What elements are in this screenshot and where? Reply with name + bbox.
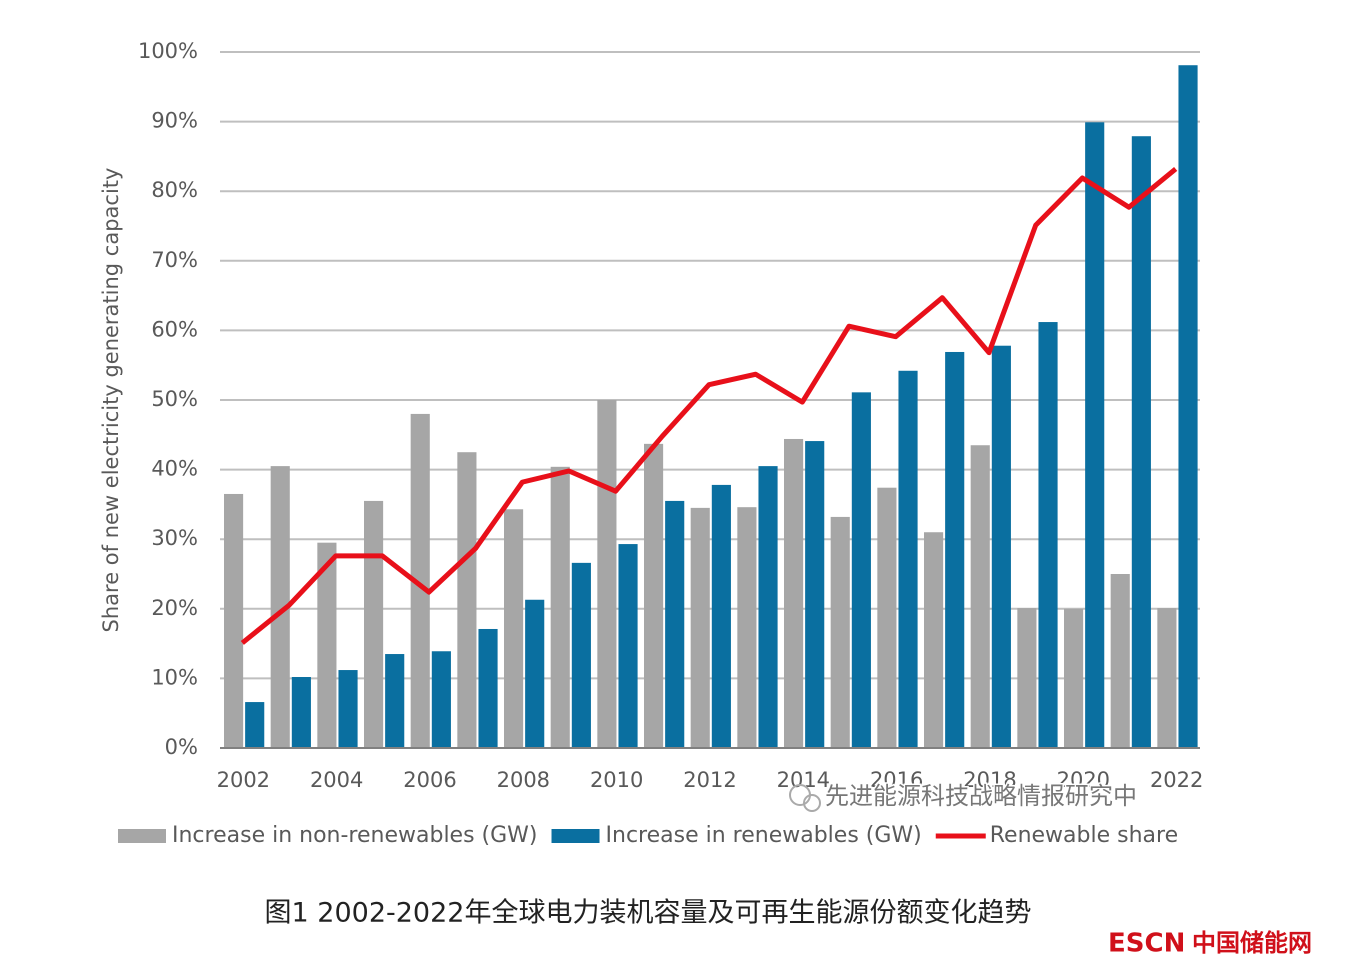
- bar: [364, 500, 384, 748]
- x-tick-label: 2016: [870, 768, 923, 792]
- bar: [1110, 574, 1130, 748]
- x-tick-label: 2018: [963, 768, 1016, 792]
- bar: [457, 452, 477, 748]
- bar: [945, 351, 965, 748]
- bar: [410, 413, 430, 748]
- x-tick-label: 2022: [1150, 768, 1203, 792]
- bar: [758, 466, 778, 748]
- bar: [245, 702, 265, 748]
- legend-label: Increase in non-renewables (GW): [172, 823, 538, 848]
- bar: [291, 677, 311, 748]
- bar: [1017, 608, 1037, 748]
- bar: [525, 599, 545, 748]
- y-tick-label: 20%: [151, 596, 198, 620]
- legend-swatch: [551, 829, 600, 843]
- bar: [338, 670, 358, 748]
- line: [240, 166, 1178, 645]
- bar: [1157, 608, 1177, 748]
- watermark-icon: [803, 794, 821, 812]
- x-tick-label: 2002: [217, 768, 270, 792]
- legend-label: Increase in renewables (GW): [606, 823, 922, 848]
- bar: [571, 562, 591, 748]
- y-tick-label: 70%: [151, 248, 198, 272]
- bar: [644, 443, 664, 748]
- y-tick-label: 50%: [151, 387, 198, 411]
- bar: [898, 370, 918, 748]
- caption: 图1 2002-2022年全球电力装机容量及可再生能源份额变化趋势: [265, 898, 1032, 929]
- bar: [690, 507, 710, 748]
- y-tick-label: 100%: [138, 39, 198, 63]
- bar: [504, 509, 524, 748]
- logo-brand: ESCN: [1108, 929, 1185, 959]
- bar: [431, 651, 451, 748]
- bar: [737, 507, 757, 748]
- x-tick-label: 2014: [777, 768, 830, 792]
- bar: [597, 400, 617, 748]
- y-tick-label: 80%: [151, 178, 198, 202]
- bar: [618, 544, 638, 748]
- bar: [1064, 608, 1084, 748]
- legend-label: Renewable share: [990, 823, 1178, 848]
- watermark-text: 先进能源科技战略情报研究中: [825, 782, 1137, 810]
- bar: [711, 484, 731, 748]
- y-tick-label: 40%: [151, 457, 198, 481]
- bar: [784, 438, 804, 748]
- bar: [924, 532, 944, 748]
- x-tick-label: 2006: [403, 768, 456, 792]
- bar: [970, 445, 990, 748]
- y-tick-label: 30%: [151, 526, 198, 550]
- y-tick-label: 60%: [151, 317, 198, 341]
- x-tick-label: 2012: [683, 768, 736, 792]
- bar: [877, 487, 897, 748]
- bar: [478, 628, 498, 748]
- bar: [1131, 136, 1151, 748]
- x-tick-label: 2008: [497, 768, 550, 792]
- bar: [1178, 65, 1198, 748]
- bar: [1038, 322, 1058, 748]
- y-axis-label: Share of new electricity generating capa…: [99, 168, 123, 633]
- logo-name: 中国储能网: [1192, 929, 1312, 957]
- bar: [1085, 122, 1105, 748]
- watermark: 先进能源科技战略情报研究中: [789, 781, 1139, 812]
- y-tick-label: 10%: [151, 665, 198, 689]
- y-tick-label: 0%: [165, 735, 198, 759]
- bar: [385, 654, 405, 748]
- x-tick-label: 2004: [310, 768, 363, 792]
- x-tick-label: 2020: [1057, 768, 1110, 792]
- bar: [991, 345, 1011, 748]
- bar: [270, 466, 290, 748]
- x-tick-label: 2010: [590, 768, 643, 792]
- bar: [550, 466, 570, 748]
- bar: [851, 392, 871, 748]
- bar: [830, 516, 850, 748]
- bar: [665, 500, 685, 748]
- y-tick-label: 90%: [151, 109, 198, 133]
- legend-swatch: [118, 829, 166, 843]
- bar: [805, 441, 825, 748]
- bar: [224, 493, 244, 748]
- bar: [317, 542, 337, 748]
